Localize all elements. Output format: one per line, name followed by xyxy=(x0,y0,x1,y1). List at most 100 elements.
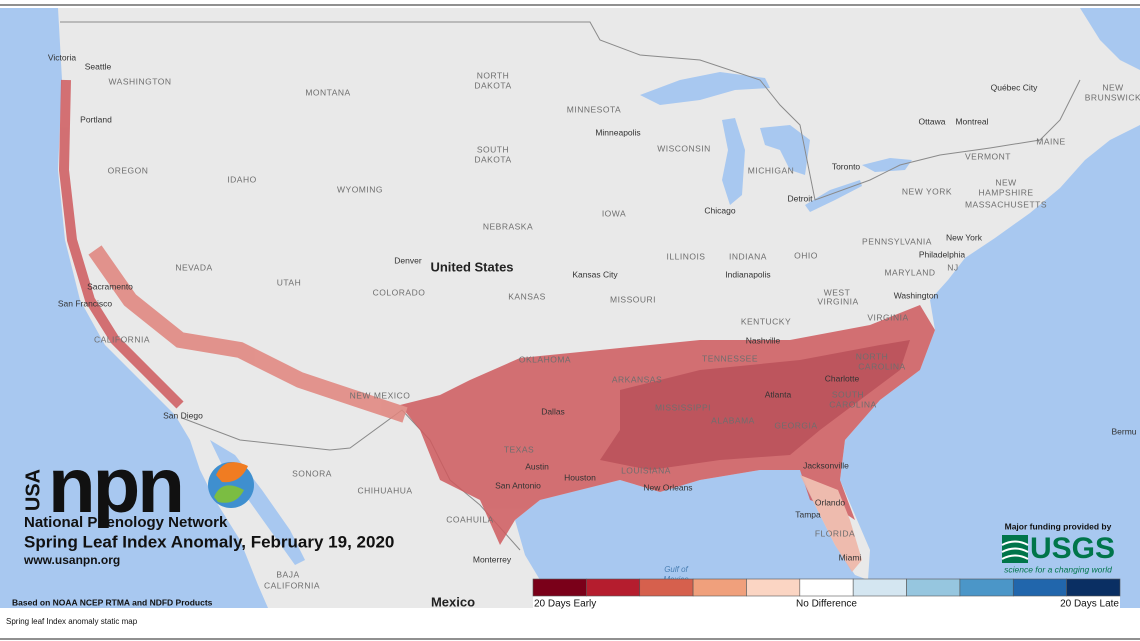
place-label: Montreal xyxy=(955,116,988,126)
place-label: Washington xyxy=(894,290,939,300)
place-label: NORTH xyxy=(477,70,510,80)
legend-swatch xyxy=(532,578,587,597)
legend: 20 Days Early No Difference 20 Days Late xyxy=(532,578,1121,610)
lake-huron xyxy=(760,125,810,175)
anomaly-west-coast xyxy=(58,79,184,409)
legend-swatch xyxy=(852,578,907,597)
pacific-ocean xyxy=(0,8,268,608)
place-label: CAROLINA xyxy=(829,399,876,409)
source-note: Based on NOAA NCEP RTMA and NDFD Product… xyxy=(12,597,213,607)
place-label: Philadelphia xyxy=(919,249,966,259)
place-label: VIRGINIA xyxy=(867,312,908,322)
place-label: FLORIDA xyxy=(815,528,855,538)
place-label: IOWA xyxy=(602,208,626,218)
place-label: San Antonio xyxy=(495,480,541,490)
place-label: Tampa xyxy=(795,509,821,519)
place-label: Jacksonville xyxy=(803,460,849,470)
place-label: Kansas City xyxy=(572,269,618,279)
place-label: OKLAHOMA xyxy=(519,354,571,364)
place-label: NORTH xyxy=(856,351,889,361)
place-label: MAINE xyxy=(1036,136,1065,146)
place-label: DAKOTA xyxy=(474,80,511,90)
place-label: UTAH xyxy=(277,277,302,287)
place-label: MISSISSIPPI xyxy=(655,402,711,412)
usgs-waves xyxy=(1001,540,1029,560)
place-label: MARYLAND xyxy=(884,267,935,277)
place-label: KANSAS xyxy=(508,291,546,301)
legend-label: No Difference xyxy=(796,599,857,610)
place-label: WASHINGTON xyxy=(108,76,171,86)
place-label: Indianapolis xyxy=(725,269,770,279)
place-label: WYOMING xyxy=(337,184,383,194)
logo-name: National Phenology Network xyxy=(24,514,228,531)
logo-country: USA xyxy=(22,469,44,511)
legend-swatch xyxy=(799,578,854,597)
place-label: United States xyxy=(430,259,513,274)
place-label: ARKANSAS xyxy=(612,374,662,384)
place-label: Austin xyxy=(525,461,549,471)
place-label: Portland xyxy=(80,114,112,124)
us-canada-border xyxy=(60,21,1081,201)
place-label: MISSOURI xyxy=(610,294,656,304)
legend-swatch xyxy=(959,578,1014,597)
place-label: Atlanta xyxy=(765,389,792,399)
place-label: LOUISIANA xyxy=(621,465,671,475)
gulf-of-st-lawrence xyxy=(1080,8,1140,70)
usgs-tagline: science for a changing world xyxy=(1004,564,1112,574)
place-label: Ottawa xyxy=(919,116,946,126)
logo-leaf-orange xyxy=(216,462,248,483)
place-label: OREGON xyxy=(108,165,149,175)
anomaly-florida xyxy=(800,475,862,572)
place-label: DAKOTA xyxy=(474,154,511,164)
place-label: WISCONSIN xyxy=(657,143,711,153)
place-label: Victoria xyxy=(48,52,76,62)
place-label: MINNESOTA xyxy=(567,104,621,114)
place-label: VERMONT xyxy=(965,151,1011,161)
place-label: Charlotte xyxy=(825,373,860,383)
place-label: CHIHUAHUA xyxy=(357,485,412,495)
lake-superior xyxy=(640,72,770,105)
anomaly-core xyxy=(600,340,910,470)
place-label: CAROLINA xyxy=(858,361,905,371)
anomaly-southwest xyxy=(88,245,408,423)
place-label: Monterrey xyxy=(473,554,512,564)
logo-wordmark: npn xyxy=(48,441,182,529)
place-label: NEBRASKA xyxy=(483,221,533,231)
place-label: IDAHO xyxy=(227,174,256,184)
place-label: KENTUCKY xyxy=(741,316,791,326)
place-label: NEW YORK xyxy=(902,186,952,196)
place-label: Miami xyxy=(839,552,862,562)
place-label: Minneapolis xyxy=(595,127,640,137)
anomaly-layer xyxy=(58,79,935,572)
legend-swatch xyxy=(692,578,747,597)
place-label: Sacramento xyxy=(87,281,133,291)
lake-ontario xyxy=(862,158,912,172)
place-label: COAHUILA xyxy=(446,514,493,524)
place-label: CALIFORNIA xyxy=(264,580,320,590)
place-label: Québec City xyxy=(991,82,1039,92)
caption: Spring leaf Index anomaly static map xyxy=(6,617,138,626)
place-label: INDIANA xyxy=(729,251,767,261)
legend-swatch xyxy=(746,578,801,597)
atlantic-and-gulf xyxy=(515,125,1140,608)
legend-label: 20 Days Early xyxy=(534,599,596,610)
npn-logo: USA npn National Phenology Network Sprin… xyxy=(12,441,394,607)
place-label: Seattle xyxy=(85,61,112,71)
map-title: Spring Leaf Index Anomaly, February 19, … xyxy=(24,532,394,551)
place-label: San Diego xyxy=(163,410,203,420)
usgs-wordmark: USGS xyxy=(1030,532,1115,565)
legend-swatch xyxy=(1012,578,1067,597)
place-label: TEXAS xyxy=(504,444,534,454)
place-label: PENNSYLVANIA xyxy=(862,236,932,246)
place-label: Houston xyxy=(564,472,596,482)
place-label: GEORGIA xyxy=(774,420,817,430)
place-label: MICHIGAN xyxy=(748,165,795,175)
place-label: HAMPSHIRE xyxy=(978,187,1033,197)
place-label: COLORADO xyxy=(373,287,426,297)
place-label: Denver xyxy=(394,255,422,265)
place-label: Toronto xyxy=(832,161,861,171)
place-label: ILLINOIS xyxy=(667,251,706,261)
place-label: SOUTH xyxy=(477,144,509,154)
place-label: SONORA xyxy=(292,468,332,478)
